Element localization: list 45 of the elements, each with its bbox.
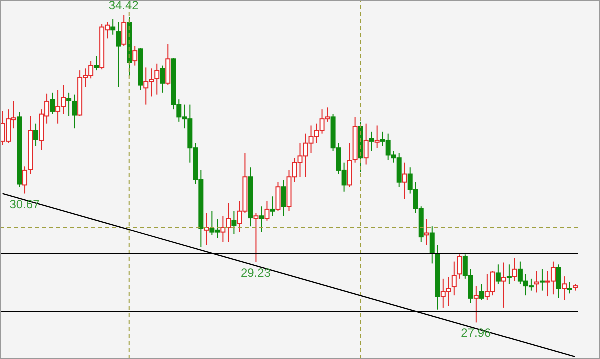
candlestick — [276, 182, 281, 212]
candlestick — [116, 22, 122, 88]
candlestick — [160, 65, 166, 94]
candlestick — [254, 212, 259, 263]
candlestick — [369, 131, 374, 152]
candlestick — [474, 286, 479, 324]
candlestick — [72, 94, 78, 130]
candlestick — [66, 92, 72, 117]
candlestick — [374, 125, 380, 149]
candlestick — [506, 264, 512, 285]
candlestick — [501, 262, 506, 308]
candlestick — [496, 264, 501, 285]
annotation: 34.42 — [108, 0, 140, 12]
candlestick — [122, 14, 127, 47]
candlestick — [402, 162, 408, 200]
candlestick — [430, 226, 435, 264]
candlestick — [50, 92, 56, 115]
annotation: 27.96 — [461, 326, 492, 340]
candlestick — [457, 254, 462, 280]
candlestick — [22, 166, 28, 194]
candlestick — [259, 206, 264, 233]
candlestick — [232, 210, 237, 235]
annotation: 30.67 — [10, 197, 40, 212]
candlestick — [479, 284, 484, 301]
candlestick — [452, 261, 457, 296]
candlestick — [424, 218, 430, 246]
candlestick — [281, 180, 286, 217]
candlestick — [512, 257, 518, 282]
candlestick — [264, 200, 270, 222]
candlestick — [204, 212, 210, 246]
candlestick — [94, 56, 100, 72]
candlestick — [132, 46, 138, 66]
candlestick — [556, 264, 562, 299]
candlestick — [562, 276, 567, 301]
annotation: 29.23 — [240, 266, 272, 280]
candlestick — [220, 216, 226, 243]
candlestick — [154, 63, 160, 96]
candlestick — [270, 196, 276, 217]
candlestick — [34, 123, 39, 147]
candlestick — [540, 268, 545, 292]
candlestick — [110, 18, 116, 36]
candlestick — [567, 282, 572, 294]
candlestick — [226, 202, 232, 243]
candlestick — [364, 123, 369, 166]
candlestick — [534, 270, 540, 294]
